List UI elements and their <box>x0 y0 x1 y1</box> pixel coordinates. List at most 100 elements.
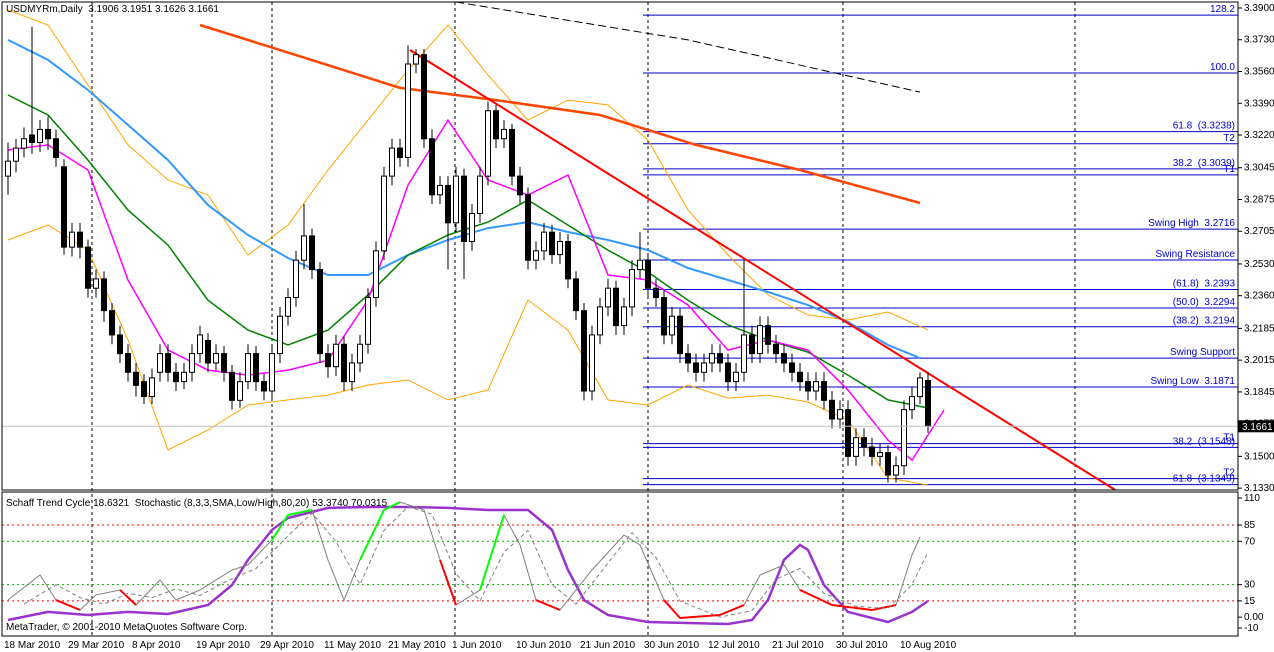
x-tick-label: 1 Jun 2010 <box>452 640 502 651</box>
candle-body <box>109 310 115 336</box>
candle-body <box>357 343 363 364</box>
candle-body <box>77 231 83 248</box>
fib-label: 38.2 (3.3039) <box>1173 158 1235 169</box>
y-tick-label: 3.3390 <box>1244 98 1274 109</box>
extreme-segment <box>359 509 385 561</box>
candle-body <box>589 334 595 392</box>
candle-body <box>341 343 347 383</box>
candle-body <box>565 241 571 280</box>
candle-body <box>901 409 907 467</box>
y-tick-label: 3.2875 <box>1244 194 1274 205</box>
candle-body <box>445 184 451 224</box>
candle-body <box>613 287 619 327</box>
x-tick-label: 10 Aug 2010 <box>900 640 957 651</box>
candle-body <box>157 353 163 373</box>
candle-body <box>605 287 611 308</box>
x-tick-label: 21 Jul 2010 <box>772 640 824 651</box>
extreme-segment <box>831 604 873 611</box>
candle-body <box>853 437 859 457</box>
x-tick-label: 29 Apr 2010 <box>260 640 314 651</box>
extreme-segment <box>679 613 721 620</box>
candle-body <box>485 110 491 177</box>
candle-body <box>437 184 443 196</box>
indicator-line <box>7 39 921 360</box>
candle-body <box>573 278 579 312</box>
candle-body <box>325 353 331 368</box>
candle-body <box>709 353 715 364</box>
candle-body <box>893 465 899 476</box>
y-tick-label: 3.3220 <box>1244 130 1274 141</box>
candle-body <box>133 371 139 386</box>
candle-body <box>773 343 779 355</box>
candle-body <box>253 353 259 383</box>
candle-body <box>861 437 867 448</box>
candle-body <box>717 353 723 364</box>
x-tick-label: 29 Mar 2010 <box>68 640 125 651</box>
candle-body <box>93 278 99 289</box>
candle-body <box>21 138 27 149</box>
candle-body <box>741 334 747 373</box>
candle-body <box>701 362 707 373</box>
oscillator-line <box>23 506 929 618</box>
candle-body <box>725 362 731 383</box>
candle-body <box>669 315 675 336</box>
candle-body <box>349 362 355 383</box>
candle-body <box>373 250 379 299</box>
candle-body <box>533 250 539 261</box>
price-box <box>1238 420 1274 433</box>
x-tick-label: 30 Jun 2010 <box>644 640 699 651</box>
x-tick-label: 21 May 2010 <box>388 640 446 651</box>
footer: MetaTrader, © 2001-2010 MetaQuotes Softw… <box>6 622 247 633</box>
candle-body <box>925 380 931 427</box>
candle-body <box>909 396 915 411</box>
fib-label: (61.8) 3.2393 <box>1173 279 1236 290</box>
candle-body <box>61 166 67 248</box>
candle-body <box>69 231 75 248</box>
extreme-segment <box>55 599 81 611</box>
y-tick-label: 3.2360 <box>1244 291 1274 302</box>
candle-body <box>797 371 803 383</box>
candle-body <box>45 128 51 140</box>
fib-label: T2 <box>1223 468 1235 479</box>
x-tick-label: 12 Jul 2010 <box>708 640 760 651</box>
candle-body <box>645 259 651 289</box>
fib-label: 128.2 <box>1210 4 1235 15</box>
candle-body <box>261 381 267 392</box>
candle-body <box>221 353 227 373</box>
y-tick-label: 30 <box>1244 580 1256 591</box>
fib-label: T1 <box>1223 164 1235 175</box>
y-tick-label: 110 <box>1244 493 1260 504</box>
y-tick-label: 3.1500 <box>1244 451 1274 462</box>
y-tick-label: 0.00 <box>1244 612 1264 623</box>
candle-body <box>237 381 243 401</box>
fib-label: Swing Support <box>1170 347 1235 358</box>
candle-body <box>469 212 475 243</box>
candle-body <box>637 259 643 271</box>
fib-label: 100.0 <box>1210 62 1235 73</box>
candle-body <box>685 353 691 364</box>
candle-body <box>165 353 171 373</box>
candle-body <box>557 241 563 256</box>
candle-body <box>37 128 43 143</box>
candle-body <box>453 175 459 224</box>
extreme-segment <box>119 589 137 606</box>
chart-header: USDMYRm,Daily 3.1906 3.1951 3.1626 3.166… <box>6 4 219 15</box>
fib-label: Swing Resistance <box>1156 249 1236 260</box>
candle-body <box>365 297 371 345</box>
candle-body <box>845 409 851 457</box>
y-tick-label: 3.1330 <box>1244 483 1274 494</box>
candle-body <box>917 377 923 398</box>
y-tick-label: -10 <box>1244 623 1259 634</box>
candle-body <box>333 343 339 368</box>
candle-body <box>789 362 795 373</box>
candle-body <box>813 381 819 392</box>
candle-body <box>621 306 627 327</box>
candle-body <box>173 371 179 383</box>
extreme-segment <box>871 604 897 611</box>
candle-body <box>381 175 387 252</box>
candle-body <box>285 297 291 317</box>
extreme-segment <box>719 604 745 616</box>
fib-label: 38.2 (3.1548) <box>1173 436 1235 447</box>
candle-body <box>293 259 299 299</box>
